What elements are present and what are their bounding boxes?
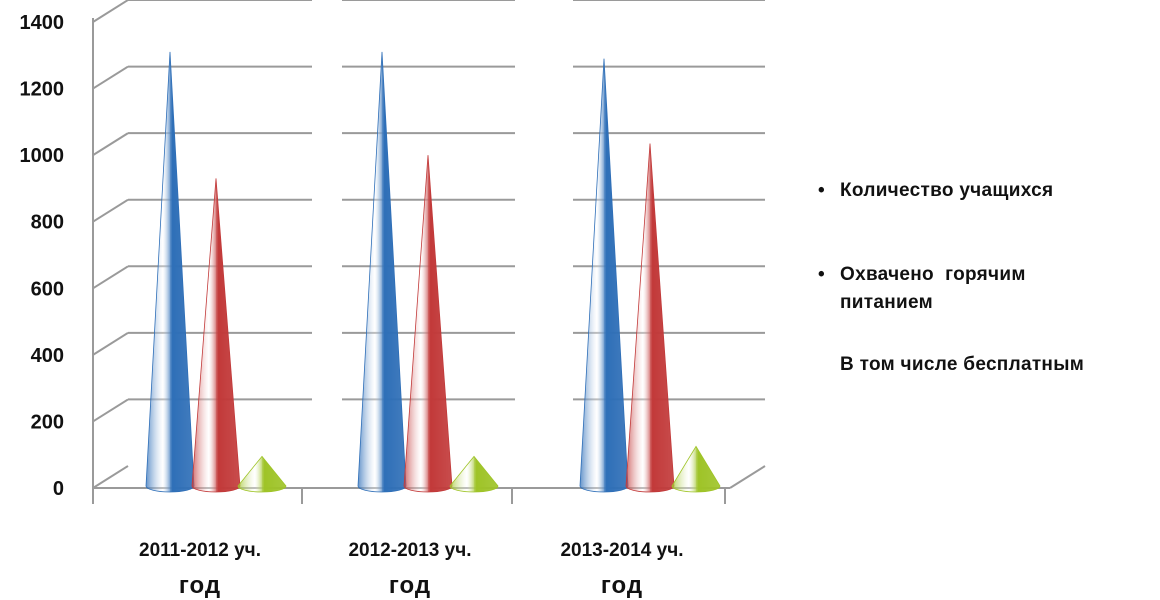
- cone-shade: [216, 178, 240, 492]
- cone-bar: [449, 455, 499, 493]
- grid-diagonal: [92, 465, 129, 489]
- cone-body: [449, 455, 499, 493]
- x-category-line2: год: [178, 572, 222, 599]
- legend-label: Количество учащихся: [840, 180, 1054, 201]
- y-tick-label: 1400: [20, 12, 65, 34]
- legend-item-students: • Количество учащихся: [818, 180, 1053, 202]
- y-axis-ticks: 0 200 400 600 800 1000 1200 1400: [20, 12, 65, 500]
- grid-diagonal: [92, 265, 129, 290]
- legend-bullet: •: [818, 180, 825, 201]
- x-category-label: 2012-2013 уч. год: [300, 540, 520, 600]
- y-tick-label: 800: [31, 212, 64, 234]
- cone-shade: [696, 446, 720, 492]
- data-marks: [145, 51, 721, 493]
- legend-label: Охвачено горячим: [840, 264, 1026, 285]
- grid-diagonal: [92, 132, 129, 156]
- x-category-label: 2013-2014 уч. год: [512, 540, 732, 600]
- cone-bar: [671, 445, 721, 493]
- cone-bar: [625, 143, 675, 493]
- x-category-line1: 2011-2012 уч.: [139, 540, 261, 561]
- cone-bar: [579, 58, 629, 493]
- cone-bar: [403, 155, 453, 493]
- x-category-line2: год: [600, 572, 644, 599]
- cone-bar: [237, 455, 287, 493]
- cone-shade: [604, 58, 628, 492]
- y-tick-label: 600: [31, 278, 64, 300]
- grid-diagonal: [92, 65, 129, 90]
- legend-item-hot-meals: • Охвачено горячим питанием: [818, 264, 1026, 314]
- cone-body: [237, 455, 287, 493]
- x-category-line1: 2012-2013 уч.: [348, 540, 472, 561]
- legend-label: В том числе бесплатным: [840, 354, 1085, 375]
- y-tick-label: 1000: [20, 145, 65, 167]
- grid-diagonal: [92, 398, 129, 423]
- cone-body: [671, 445, 721, 493]
- legend-label-continued: питанием: [840, 292, 933, 313]
- cone-shade: [170, 51, 194, 492]
- legend-bullet: •: [818, 264, 825, 285]
- y-tick-label: 1200: [20, 79, 65, 101]
- cone-bar: [191, 178, 241, 493]
- floor-side-edge: [729, 465, 766, 489]
- grid-diagonal: [92, 198, 129, 223]
- x-category-line1: 2013-2014 уч.: [560, 540, 684, 561]
- grid-diagonal: [92, 0, 129, 23]
- cone-shade: [428, 155, 452, 492]
- y-tick-label: 400: [31, 345, 64, 367]
- y-tick-label: 200: [31, 411, 64, 433]
- cone-shade: [650, 143, 674, 492]
- cone-bar: [357, 51, 407, 493]
- legend-item-free-meals: В том числе бесплатным: [818, 354, 1084, 376]
- cone-shade: [474, 456, 498, 492]
- cone-bar: [145, 51, 195, 493]
- x-category-label: 2011-2012 уч. год: [90, 540, 310, 600]
- x-category-line2: год: [388, 572, 432, 599]
- y-tick-label: 0: [53, 478, 64, 500]
- cone-shade: [262, 456, 286, 492]
- cone-shade: [382, 51, 406, 492]
- grid-diagonal: [92, 332, 129, 356]
